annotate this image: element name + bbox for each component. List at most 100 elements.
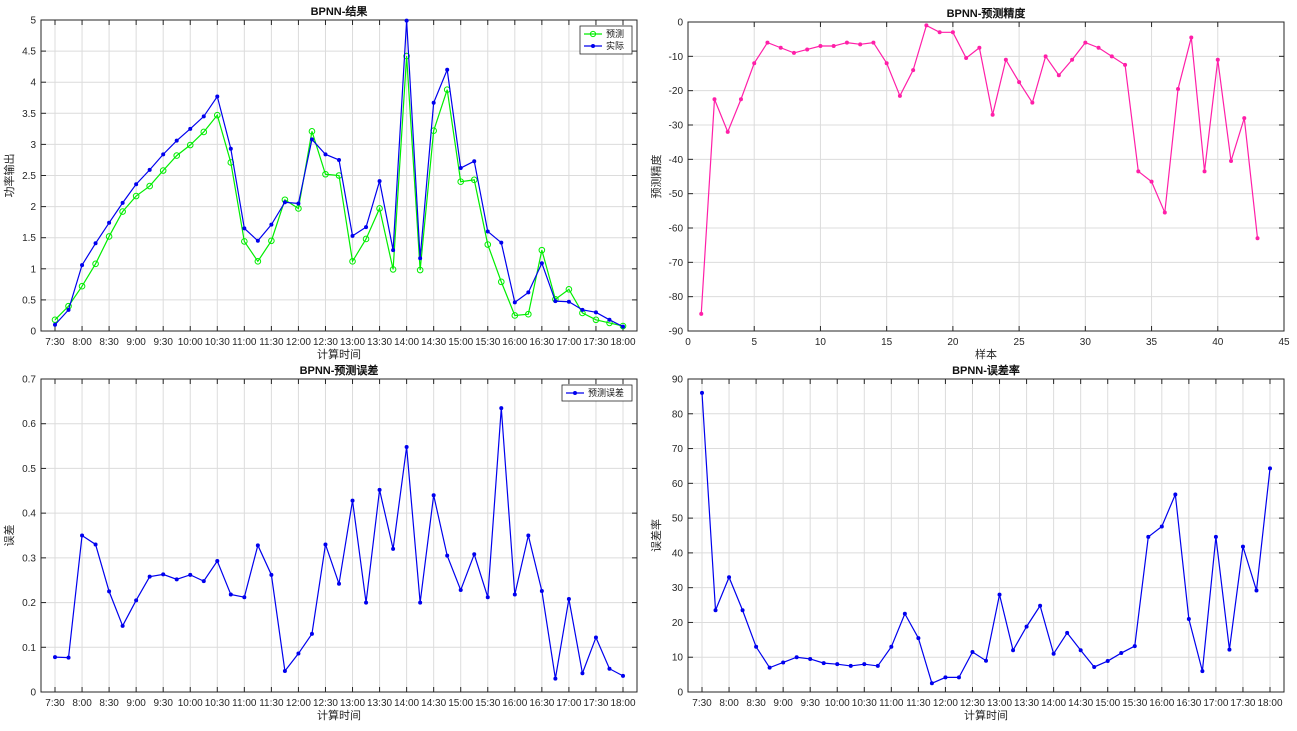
x-tick-label: 16:00 — [502, 698, 527, 709]
data-point — [484, 241, 492, 248]
data-point — [485, 229, 490, 234]
data-point — [66, 655, 71, 660]
x-tick-label: 8:30 — [99, 698, 119, 709]
data-point — [416, 266, 424, 274]
data-point — [295, 205, 302, 212]
legend: 预测误差 — [561, 384, 633, 402]
data-point — [53, 322, 57, 327]
data-point — [781, 660, 786, 665]
x-tick-label: 10:00 — [178, 337, 203, 348]
data-point — [844, 40, 849, 45]
y-tick-label: 0.5 — [22, 295, 36, 306]
data-point — [147, 574, 152, 579]
x-tick-label: 15:00 — [448, 698, 473, 709]
data-point — [1043, 54, 1048, 59]
data-point — [364, 600, 369, 605]
y-tick-label: 1.5 — [22, 233, 36, 244]
data-point — [186, 141, 194, 149]
y-tick-label: 4.5 — [22, 47, 36, 58]
x-tick-label: 14:30 — [1068, 698, 1093, 709]
x-tick-label: 11:30 — [259, 337, 284, 348]
error-chart-ylabel: 误差 — [2, 525, 16, 547]
x-tick-label: 20 — [947, 337, 959, 348]
x-tick-label: 12:30 — [960, 698, 985, 709]
data-point — [147, 167, 152, 172]
data-point — [107, 589, 112, 594]
x-tick-label: 13:30 — [367, 337, 392, 348]
data-point — [472, 159, 477, 164]
data-point — [337, 157, 341, 162]
y-tick-label: -20 — [669, 86, 684, 97]
x-tick-label: 16:00 — [1149, 698, 1174, 709]
legend-swatch-marker — [589, 30, 597, 38]
x-tick-label: 18:00 — [610, 698, 635, 709]
result-chart: 0 0.5 1 1.5 2 2.5 3 3.5 4 4.5 5 7:30 8:00 8:30 9:00 9:3… — [2, 4, 638, 361]
y-tick-label: 0 — [30, 327, 36, 338]
x-tick-label: 11:00 — [232, 698, 257, 709]
data-point — [404, 18, 409, 23]
data-point — [1105, 659, 1110, 664]
x-tick-label: 14:30 — [421, 337, 446, 348]
data-point — [282, 200, 287, 205]
data-point — [107, 220, 112, 225]
data-point — [161, 152, 166, 157]
data-point — [80, 533, 85, 538]
data-point — [592, 316, 600, 324]
data-point — [1242, 116, 1247, 121]
data-point — [296, 201, 301, 206]
data-point — [215, 94, 220, 99]
y-tick-label: 0.5 — [22, 464, 36, 475]
y-tick-label: 0.7 — [22, 375, 36, 386]
data-point — [964, 56, 969, 61]
data-point — [621, 673, 625, 678]
data-point — [943, 675, 948, 680]
data-point — [119, 208, 126, 215]
data-point — [458, 166, 463, 171]
data-point — [323, 542, 328, 547]
data-point — [377, 487, 382, 492]
data-point — [201, 579, 206, 584]
data-point — [431, 493, 436, 498]
x-tick-label: 17:30 — [583, 337, 608, 348]
x-tick-label: 9:30 — [153, 337, 173, 348]
data-point — [1159, 524, 1164, 529]
data-point — [255, 543, 260, 548]
y-tick-label: -80 — [669, 292, 684, 303]
x-tick-label: 9:00 — [126, 698, 146, 709]
data-point — [950, 30, 955, 35]
data-point — [713, 608, 718, 613]
data-point — [740, 608, 745, 613]
data-point — [431, 100, 436, 105]
x-tick-label: 17:30 — [583, 698, 608, 709]
data-point — [51, 316, 59, 324]
data-point — [337, 581, 341, 586]
x-tick-label: 10:00 — [178, 698, 203, 709]
data-point — [174, 577, 179, 582]
data-point — [472, 552, 477, 557]
x-tick-label: 10:30 — [205, 698, 230, 709]
x-tick-label: 12:00 — [286, 698, 311, 709]
y-tick-label: 70 — [672, 444, 684, 455]
data-point — [700, 390, 704, 395]
y-tick-label: 3.5 — [22, 109, 36, 120]
data-point — [1255, 236, 1260, 241]
data-point — [241, 238, 248, 245]
data-point — [593, 310, 598, 315]
plot-frame — [40, 378, 638, 693]
data-point — [174, 138, 179, 143]
x-tick-label: 12:30 — [313, 698, 338, 709]
data-point — [497, 278, 505, 286]
data-point — [404, 444, 409, 449]
data-point — [1213, 534, 1218, 539]
data-point — [242, 226, 247, 231]
x-tick-label: 25 — [1014, 337, 1026, 348]
y-tick-label: -60 — [669, 224, 684, 235]
data-point — [884, 61, 889, 66]
data-point — [539, 588, 544, 593]
y-tick-label: -90 — [669, 327, 684, 338]
x-tick-label: 15:30 — [475, 698, 500, 709]
data-point — [566, 596, 571, 601]
data-point — [1173, 492, 1178, 497]
data-point — [580, 307, 585, 312]
data-point — [984, 658, 988, 663]
